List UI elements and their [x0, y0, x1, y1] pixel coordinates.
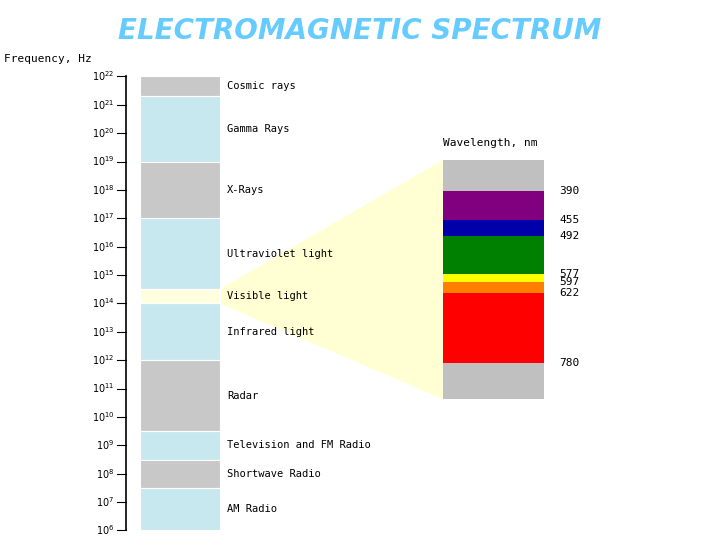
Text: $10^{7}$: $10^{7}$ [96, 495, 114, 509]
Text: $10^{9}$: $10^{9}$ [96, 438, 114, 452]
Text: AM Radio: AM Radio [227, 504, 276, 514]
Bar [140, 77, 220, 96]
Text: $10^{10}$: $10^{10}$ [91, 410, 114, 424]
Text: 780: 780 [559, 358, 580, 368]
Text: 492: 492 [559, 231, 580, 241]
Bar [140, 460, 220, 488]
Text: $10^{14}$: $10^{14}$ [91, 296, 114, 310]
Text: Infrared light: Infrared light [227, 327, 315, 337]
Bar [443, 160, 544, 191]
Text: 455: 455 [559, 215, 580, 225]
Bar [140, 161, 220, 218]
Text: X-Rays: X-Rays [227, 185, 264, 195]
Bar [443, 220, 544, 236]
Text: $10^{11}$: $10^{11}$ [92, 382, 114, 395]
Text: Visible light: Visible light [227, 292, 308, 301]
Bar [140, 303, 220, 360]
Bar [443, 363, 544, 399]
Bar [443, 236, 544, 274]
Text: $10^{15}$: $10^{15}$ [92, 268, 114, 282]
Text: Ultraviolet light: Ultraviolet light [227, 249, 333, 259]
Text: ELECTROMAGNETIC SPECTRUM: ELECTROMAGNETIC SPECTRUM [118, 17, 602, 45]
Text: $10^{19}$: $10^{19}$ [92, 154, 114, 168]
Bar [443, 282, 544, 293]
Bar [140, 431, 220, 460]
Bar [140, 488, 220, 530]
Bar [140, 218, 220, 289]
Bar [443, 191, 544, 220]
Text: $10^{20}$: $10^{20}$ [91, 126, 114, 140]
Text: Gamma Rays: Gamma Rays [227, 124, 289, 134]
Text: $10^{8}$: $10^{8}$ [96, 467, 114, 481]
Text: 622: 622 [559, 288, 580, 299]
Text: $10^{16}$: $10^{16}$ [91, 240, 114, 254]
Polygon shape [220, 160, 443, 399]
Text: $10^{6}$: $10^{6}$ [96, 524, 114, 537]
Text: 597: 597 [559, 278, 580, 287]
Text: 577: 577 [559, 268, 580, 279]
Bar [443, 293, 544, 363]
Text: $10^{18}$: $10^{18}$ [91, 183, 114, 197]
Text: Frequency, Hz: Frequency, Hz [4, 55, 91, 64]
Bar [140, 289, 220, 303]
Text: Shortwave Radio: Shortwave Radio [227, 469, 320, 478]
Text: $10^{12}$: $10^{12}$ [92, 353, 114, 367]
Text: 390: 390 [559, 186, 580, 196]
Bar [140, 360, 220, 431]
Text: Television and FM Radio: Television and FM Radio [227, 440, 371, 450]
Text: $10^{22}$: $10^{22}$ [92, 70, 114, 83]
Text: Cosmic rays: Cosmic rays [227, 82, 295, 91]
Text: $10^{21}$: $10^{21}$ [92, 98, 114, 112]
Text: Radar: Radar [227, 390, 258, 401]
Text: $10^{17}$: $10^{17}$ [92, 212, 114, 225]
Bar [443, 274, 544, 282]
Text: Wavelength, nm: Wavelength, nm [443, 138, 537, 148]
Bar [140, 96, 220, 161]
Text: $10^{13}$: $10^{13}$ [92, 325, 114, 339]
